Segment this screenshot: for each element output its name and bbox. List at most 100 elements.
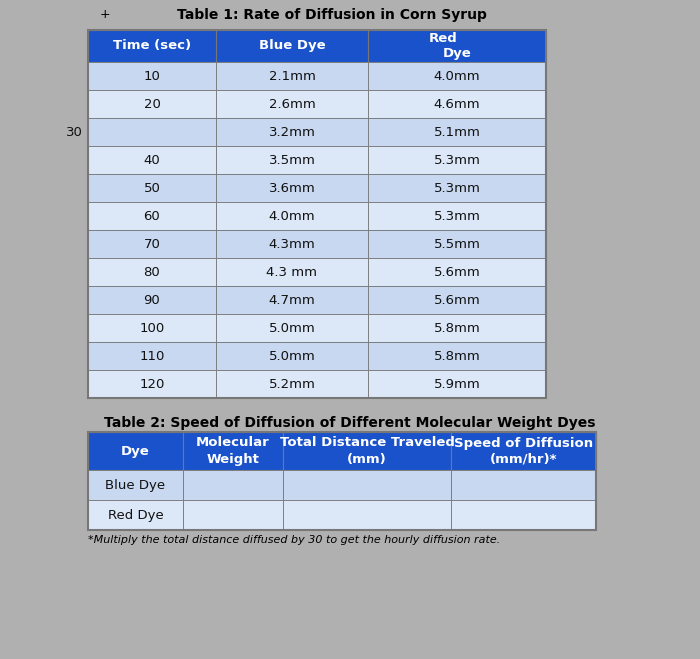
Text: 20: 20 xyxy=(144,98,160,111)
Text: 30: 30 xyxy=(66,125,83,138)
Bar xyxy=(368,90,546,118)
Bar xyxy=(88,118,216,146)
Bar xyxy=(216,258,368,286)
Bar xyxy=(216,90,368,118)
Bar xyxy=(216,118,368,146)
Text: 2.6mm: 2.6mm xyxy=(269,98,316,111)
Bar xyxy=(451,432,596,470)
Text: 70: 70 xyxy=(144,237,160,250)
Text: Table 1: Rate of Diffusion in Corn Syrup: Table 1: Rate of Diffusion in Corn Syrup xyxy=(177,8,487,22)
Bar xyxy=(183,432,283,470)
Bar xyxy=(216,342,368,370)
Text: 3.2mm: 3.2mm xyxy=(269,125,316,138)
Text: 5.0mm: 5.0mm xyxy=(269,349,316,362)
Bar xyxy=(451,500,596,530)
Text: 5.6mm: 5.6mm xyxy=(433,266,480,279)
Bar xyxy=(368,202,546,230)
Bar xyxy=(216,146,368,174)
Text: 5.9mm: 5.9mm xyxy=(433,378,480,391)
Bar xyxy=(283,500,451,530)
Text: 4.6mm: 4.6mm xyxy=(434,98,480,111)
Bar xyxy=(88,370,216,398)
Bar xyxy=(216,286,368,314)
Bar xyxy=(368,286,546,314)
Bar xyxy=(216,370,368,398)
Bar xyxy=(216,202,368,230)
Bar xyxy=(216,30,368,62)
Text: Blue Dye: Blue Dye xyxy=(259,40,326,53)
Text: Molecular
Weight: Molecular Weight xyxy=(196,436,270,465)
Text: Dye: Dye xyxy=(121,445,150,457)
Bar xyxy=(368,174,546,202)
Text: 3.6mm: 3.6mm xyxy=(269,181,316,194)
Bar xyxy=(216,314,368,342)
Text: Red: Red xyxy=(428,32,457,45)
Text: Table 2: Speed of Diffusion of Different Molecular Weight Dyes: Table 2: Speed of Diffusion of Different… xyxy=(104,416,596,430)
Text: 4.0mm: 4.0mm xyxy=(434,69,480,82)
Text: 3.5mm: 3.5mm xyxy=(269,154,316,167)
Text: 5.8mm: 5.8mm xyxy=(433,322,480,335)
Text: 90: 90 xyxy=(144,293,160,306)
Text: *Multiply the total distance diffused by 30 to get the hourly diffusion rate.: *Multiply the total distance diffused by… xyxy=(88,535,500,545)
Bar xyxy=(88,90,216,118)
Bar xyxy=(368,258,546,286)
Bar xyxy=(88,342,216,370)
Text: 5.2mm: 5.2mm xyxy=(269,378,316,391)
Text: 120: 120 xyxy=(139,378,164,391)
Text: 5.3mm: 5.3mm xyxy=(433,181,480,194)
Text: 4.3mm: 4.3mm xyxy=(269,237,316,250)
Bar xyxy=(368,230,546,258)
Text: +: + xyxy=(99,8,111,21)
Text: 5.8mm: 5.8mm xyxy=(433,349,480,362)
Text: 100: 100 xyxy=(139,322,164,335)
Text: 60: 60 xyxy=(144,210,160,223)
Text: 2.1mm: 2.1mm xyxy=(269,69,316,82)
Text: 5.0mm: 5.0mm xyxy=(269,322,316,335)
Bar xyxy=(88,230,216,258)
Bar xyxy=(88,62,216,90)
Bar xyxy=(368,62,546,90)
Text: 80: 80 xyxy=(144,266,160,279)
Bar xyxy=(216,174,368,202)
Bar xyxy=(368,30,546,62)
Bar xyxy=(368,118,546,146)
Text: Time (sec): Time (sec) xyxy=(113,40,191,53)
Text: 5.1mm: 5.1mm xyxy=(433,125,480,138)
Text: Red Dye: Red Dye xyxy=(108,509,163,521)
Text: Total Distance Traveled
(mm): Total Distance Traveled (mm) xyxy=(279,436,454,465)
Text: 5.3mm: 5.3mm xyxy=(433,210,480,223)
Bar xyxy=(88,432,183,470)
Bar xyxy=(183,500,283,530)
Text: 4.7mm: 4.7mm xyxy=(269,293,316,306)
Text: 5.5mm: 5.5mm xyxy=(433,237,480,250)
Bar xyxy=(88,146,216,174)
Bar xyxy=(368,342,546,370)
Bar xyxy=(368,146,546,174)
Text: 40: 40 xyxy=(144,154,160,167)
Text: Blue Dye: Blue Dye xyxy=(106,478,166,492)
Bar xyxy=(88,30,546,398)
Text: 4.0mm: 4.0mm xyxy=(269,210,315,223)
Bar xyxy=(88,174,216,202)
Bar xyxy=(88,432,596,530)
Bar xyxy=(183,470,283,500)
Bar xyxy=(451,470,596,500)
Bar xyxy=(88,202,216,230)
Bar xyxy=(88,470,183,500)
Bar xyxy=(88,500,183,530)
Bar xyxy=(88,258,216,286)
Bar xyxy=(88,314,216,342)
Text: 10: 10 xyxy=(144,69,160,82)
Text: 5.3mm: 5.3mm xyxy=(433,154,480,167)
Text: Speed of Diffusion
(mm/hr)*: Speed of Diffusion (mm/hr)* xyxy=(454,436,593,465)
Bar xyxy=(216,230,368,258)
Bar xyxy=(283,470,451,500)
Bar xyxy=(283,432,451,470)
Text: 110: 110 xyxy=(139,349,164,362)
Bar xyxy=(216,62,368,90)
Text: 5.6mm: 5.6mm xyxy=(433,293,480,306)
Text: Dye: Dye xyxy=(442,47,471,59)
Bar xyxy=(88,30,216,62)
Text: 50: 50 xyxy=(144,181,160,194)
Bar xyxy=(368,314,546,342)
